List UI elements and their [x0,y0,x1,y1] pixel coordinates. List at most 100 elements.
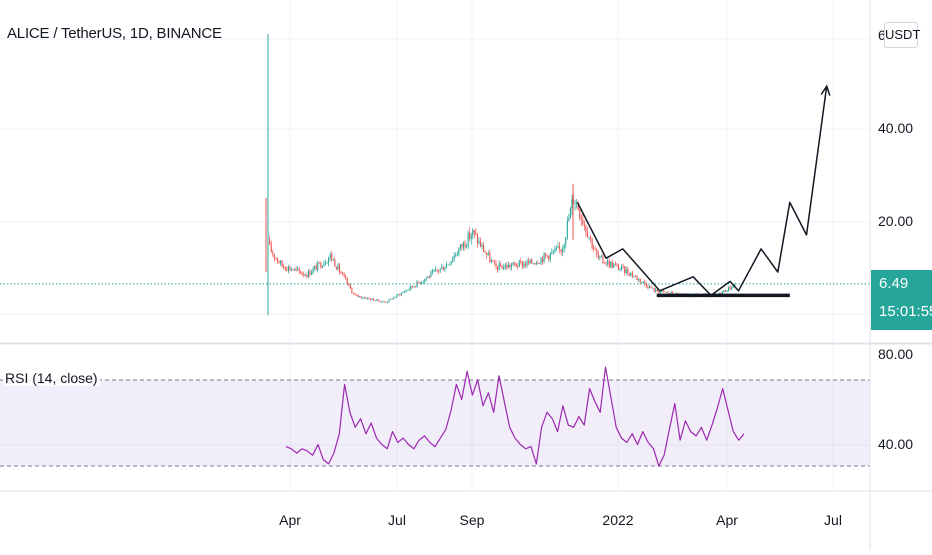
candle-body [610,262,612,267]
last-price-badge: 6.49 15:01:55 [871,270,932,330]
candle-body [500,263,502,267]
candle-body [521,261,523,267]
candle-body [569,207,571,219]
candle-body [524,263,527,266]
candle-body [723,290,725,293]
candle-body [647,286,649,288]
last-price: 6.49 [879,275,909,292]
candle-body [359,296,361,298]
candle-body [326,262,328,264]
candle-body [455,255,457,257]
candle-body [332,259,334,261]
candle-body [627,269,629,274]
candle-body [428,276,430,278]
candle-body [507,264,509,268]
candle-body [653,287,655,292]
candle-body [323,263,325,267]
candle-body [334,259,336,267]
candle-body [531,259,533,264]
rsi-layer [0,366,870,467]
candle-body [548,255,550,260]
candle-body [487,253,489,255]
candle-body [441,266,443,269]
candle-body [731,287,733,289]
candle-body [399,294,401,296]
candle-body [467,232,469,246]
candle-body [366,297,368,299]
candle-body [431,270,434,273]
candle-body [600,255,602,257]
candle-body [669,293,671,294]
candle-body [343,273,345,277]
candle-body [613,264,615,268]
candle-body [459,244,461,249]
candle-body [290,269,292,271]
candle-body [515,263,517,267]
candle-body [577,202,579,211]
candle-body [276,258,279,262]
candle-body [328,258,330,263]
candle-body [642,281,644,283]
candle-body [667,292,669,294]
candle-body [300,271,302,274]
candle-body [385,302,387,303]
candle-body [287,266,289,271]
price-axis-label-20: 20.00 [878,213,914,229]
candle-body [273,254,275,258]
candle-body [529,259,531,263]
candle-body [427,276,429,279]
projection-arrowhead [820,84,831,96]
candle-body [633,276,635,278]
candle-body [374,300,376,302]
candle-body [568,218,570,222]
candle-body [534,263,536,265]
candle-body [388,299,390,302]
candle-body [658,291,660,293]
candle-body [360,296,362,298]
candle-body [483,244,485,252]
candle-body [321,266,323,268]
candle-body [479,240,482,247]
x-tick-jul-2021: Jul [388,512,406,528]
candle-body [486,253,488,255]
candle-body [461,244,463,248]
candle-body [523,263,525,267]
candle-body [422,281,424,283]
x-tick-2022: 2022 [602,512,634,528]
candle-body [379,300,381,303]
candle-body [608,260,610,267]
candle-body [324,263,327,264]
candle-body [611,262,613,268]
candle-body [554,248,556,252]
candle-body [518,260,520,267]
currency-button[interactable]: USDT [884,22,920,48]
candle-body [470,235,472,239]
candle-body [338,264,341,272]
candle-body [314,265,316,269]
candle-body [607,260,609,265]
candle-body [456,254,458,256]
candle-body [345,276,347,279]
candle-body [410,285,412,290]
candle-body [566,221,568,238]
candle-body [286,269,288,271]
candle-body [617,264,620,270]
candle-body [404,291,406,293]
candle-body [391,298,393,300]
candle-body [292,269,294,271]
candle-body [597,254,599,258]
candle-body [315,265,317,270]
candle-body [661,290,663,292]
rsi-axis-label-40: 40.00 [878,436,914,452]
candle-body [535,262,537,265]
candle-body [579,210,581,218]
candle-body [621,266,623,269]
candle-body [634,276,637,278]
candle-body [469,232,471,239]
candle-body [357,294,359,297]
candle-body [386,301,389,303]
candle-body [342,273,344,275]
candle-body [421,282,423,284]
